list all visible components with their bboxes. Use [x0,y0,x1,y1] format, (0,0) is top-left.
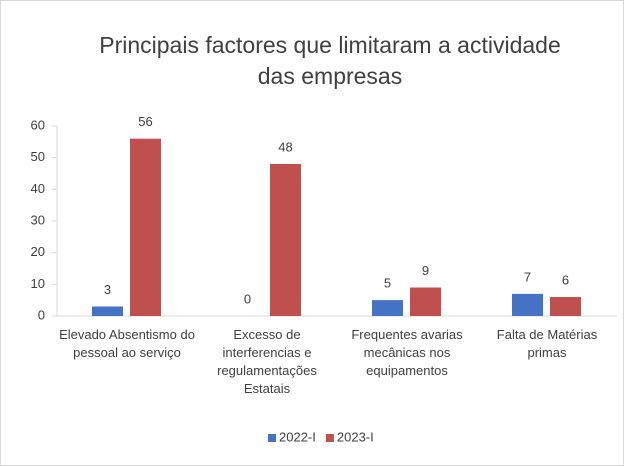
y-tick-label: 60 [31,117,45,132]
data-label: 3 [104,282,111,297]
x-tick-label: Frequentes avarias mecânicas nos equipam… [351,327,463,378]
y-tick-label: 20 [31,244,45,259]
data-label: 7 [524,269,531,284]
data-label: 48 [278,139,292,154]
bar [130,138,161,316]
x-tick-label: Excesso de interferencias e regulamentaç… [217,327,317,396]
bar [92,306,123,316]
data-label: 5 [384,276,391,291]
y-tick-label: 10 [31,276,45,291]
x-tick-label: Elevado Absentismo do pessoal ao serviço [59,327,195,360]
y-tick-label: 50 [31,149,45,164]
legend-swatch [325,434,334,442]
legend-label: 2022-I [279,429,316,444]
y-tick-label: 0 [38,307,45,322]
data-label: 6 [562,272,569,287]
bar [270,164,301,316]
bar [550,297,581,316]
x-tick-label: Falta de Matérias primas [496,327,598,360]
legend-label: 2023-I [337,429,374,444]
y-tick-label: 40 [31,181,45,196]
data-label: 9 [422,263,429,278]
bar [512,293,543,316]
legend-swatch [268,434,276,442]
bar [410,287,441,316]
data-label: 56 [138,114,152,129]
y-tick-label: 30 [31,212,45,227]
chart-title: Principais factores que limitaram a acti… [99,32,561,89]
data-label: 0 [244,291,251,306]
bar [372,300,403,316]
